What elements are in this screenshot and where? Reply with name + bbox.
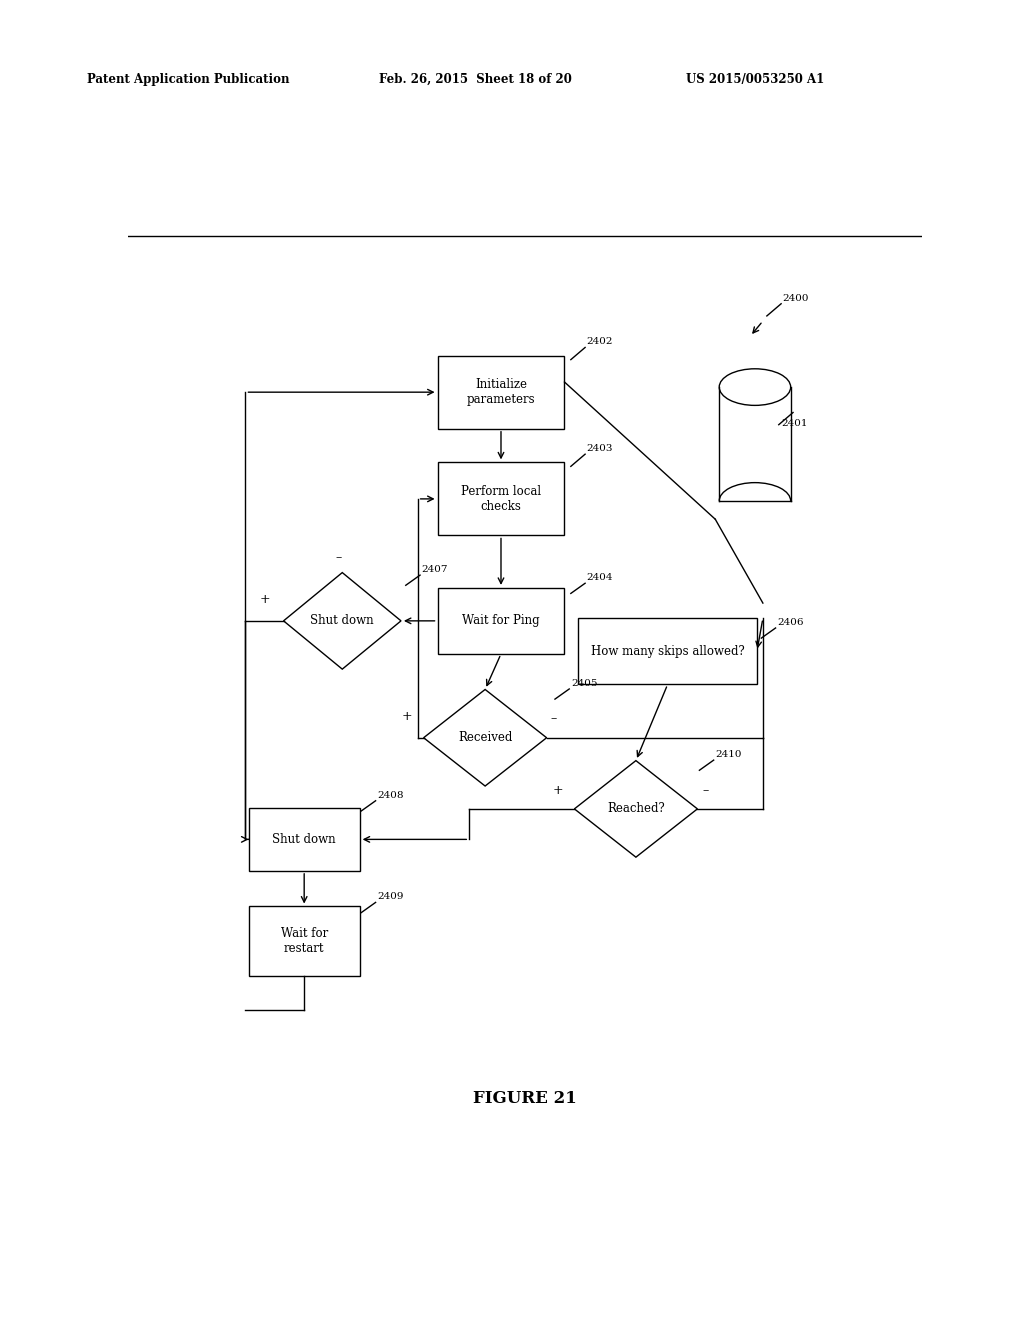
Text: –: –	[336, 552, 342, 565]
Text: Perform local
checks: Perform local checks	[461, 484, 541, 513]
Text: 2404: 2404	[587, 573, 613, 582]
Text: 2401: 2401	[781, 418, 808, 428]
Text: +: +	[260, 593, 270, 606]
Polygon shape	[437, 587, 564, 653]
Text: Shut down: Shut down	[310, 614, 374, 627]
Text: –: –	[702, 784, 709, 797]
Text: 2405: 2405	[570, 678, 597, 688]
Polygon shape	[579, 618, 757, 684]
Text: FIGURE 21: FIGURE 21	[473, 1090, 577, 1107]
Text: 2409: 2409	[377, 892, 403, 902]
Text: 2408: 2408	[377, 791, 403, 800]
Text: +: +	[552, 784, 563, 797]
Text: 2400: 2400	[782, 294, 809, 302]
Text: 2406: 2406	[777, 618, 804, 627]
Text: 2410: 2410	[715, 750, 741, 759]
Polygon shape	[249, 808, 359, 871]
Polygon shape	[574, 760, 697, 857]
Polygon shape	[424, 689, 547, 785]
Text: –: –	[551, 713, 557, 726]
Text: Received: Received	[458, 731, 512, 744]
Polygon shape	[437, 355, 564, 429]
Text: Initialize
parameters: Initialize parameters	[467, 378, 536, 407]
Text: 2407: 2407	[422, 565, 449, 574]
Text: US 2015/0053250 A1: US 2015/0053250 A1	[686, 73, 824, 86]
Text: Shut down: Shut down	[272, 833, 336, 846]
Text: Wait for
restart: Wait for restart	[281, 927, 328, 956]
Polygon shape	[437, 462, 564, 536]
Text: +: +	[401, 710, 412, 722]
Text: Wait for Ping: Wait for Ping	[462, 614, 540, 627]
Polygon shape	[284, 573, 401, 669]
Ellipse shape	[719, 368, 791, 405]
Text: How many skips allowed?: How many skips allowed?	[591, 645, 744, 657]
Text: 2402: 2402	[587, 338, 613, 346]
Text: Reached?: Reached?	[607, 803, 665, 816]
Text: Feb. 26, 2015  Sheet 18 of 20: Feb. 26, 2015 Sheet 18 of 20	[379, 73, 571, 86]
Polygon shape	[249, 907, 359, 975]
Text: 2403: 2403	[587, 444, 613, 453]
Text: Patent Application Publication: Patent Application Publication	[87, 73, 290, 86]
